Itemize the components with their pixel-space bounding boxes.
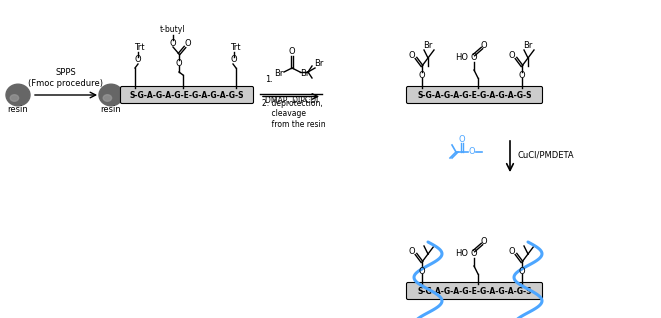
Text: O: O: [471, 250, 477, 259]
Text: O: O: [509, 247, 516, 257]
Text: O: O: [170, 38, 176, 47]
Text: t-butyl: t-butyl: [160, 25, 186, 34]
Text: O: O: [135, 56, 141, 65]
Text: O: O: [459, 135, 465, 143]
Text: S-G-A-G-A-G-E-G-A-G-A-G-S: S-G-A-G-A-G-E-G-A-G-A-G-S: [130, 91, 245, 100]
Text: O: O: [519, 71, 525, 80]
Text: Br: Br: [315, 59, 324, 67]
Text: O: O: [481, 40, 487, 50]
Text: O: O: [289, 47, 295, 57]
FancyBboxPatch shape: [407, 282, 543, 300]
Text: O: O: [184, 39, 191, 49]
Text: O: O: [418, 71, 425, 80]
Text: HO: HO: [455, 250, 468, 259]
Text: O: O: [509, 52, 516, 60]
Text: HO: HO: [455, 53, 468, 63]
Text: Br: Br: [423, 42, 433, 51]
Text: O: O: [408, 247, 415, 257]
Text: O: O: [176, 59, 182, 67]
Text: S-G-A-G-A-G-E-G-A-G-A-G-S: S-G-A-G-A-G-E-G-A-G-A-G-S: [417, 287, 531, 295]
Text: O: O: [418, 266, 425, 275]
Ellipse shape: [10, 95, 19, 101]
Text: Trt: Trt: [230, 43, 240, 52]
Ellipse shape: [103, 95, 112, 101]
Text: Br: Br: [274, 68, 284, 78]
Text: O: O: [471, 53, 477, 63]
Text: O: O: [519, 266, 525, 275]
Text: O: O: [469, 148, 475, 156]
Text: DMAP, DIPCDI: DMAP, DIPCDI: [265, 95, 318, 105]
FancyBboxPatch shape: [407, 86, 543, 103]
Text: Br: Br: [300, 68, 310, 78]
Text: resin: resin: [100, 105, 122, 114]
Text: CuCl/PMDETA: CuCl/PMDETA: [518, 150, 574, 160]
Text: O: O: [408, 52, 415, 60]
Text: O: O: [481, 237, 487, 245]
Text: Br: Br: [524, 42, 533, 51]
Text: 1.: 1.: [265, 74, 273, 84]
Text: S-G-A-G-A-G-E-G-A-G-A-G-S: S-G-A-G-A-G-E-G-A-G-A-G-S: [417, 91, 531, 100]
Text: Trt: Trt: [134, 43, 144, 52]
Text: SPPS
(Fmoc procedure): SPPS (Fmoc procedure): [28, 68, 104, 88]
Ellipse shape: [99, 84, 123, 106]
Text: 2. deprotection,
    cleavage
    from the resin: 2. deprotection, cleavage from the resin: [262, 99, 326, 129]
Text: O: O: [231, 56, 237, 65]
Ellipse shape: [6, 84, 30, 106]
Text: resin: resin: [8, 105, 28, 114]
FancyBboxPatch shape: [120, 86, 254, 103]
